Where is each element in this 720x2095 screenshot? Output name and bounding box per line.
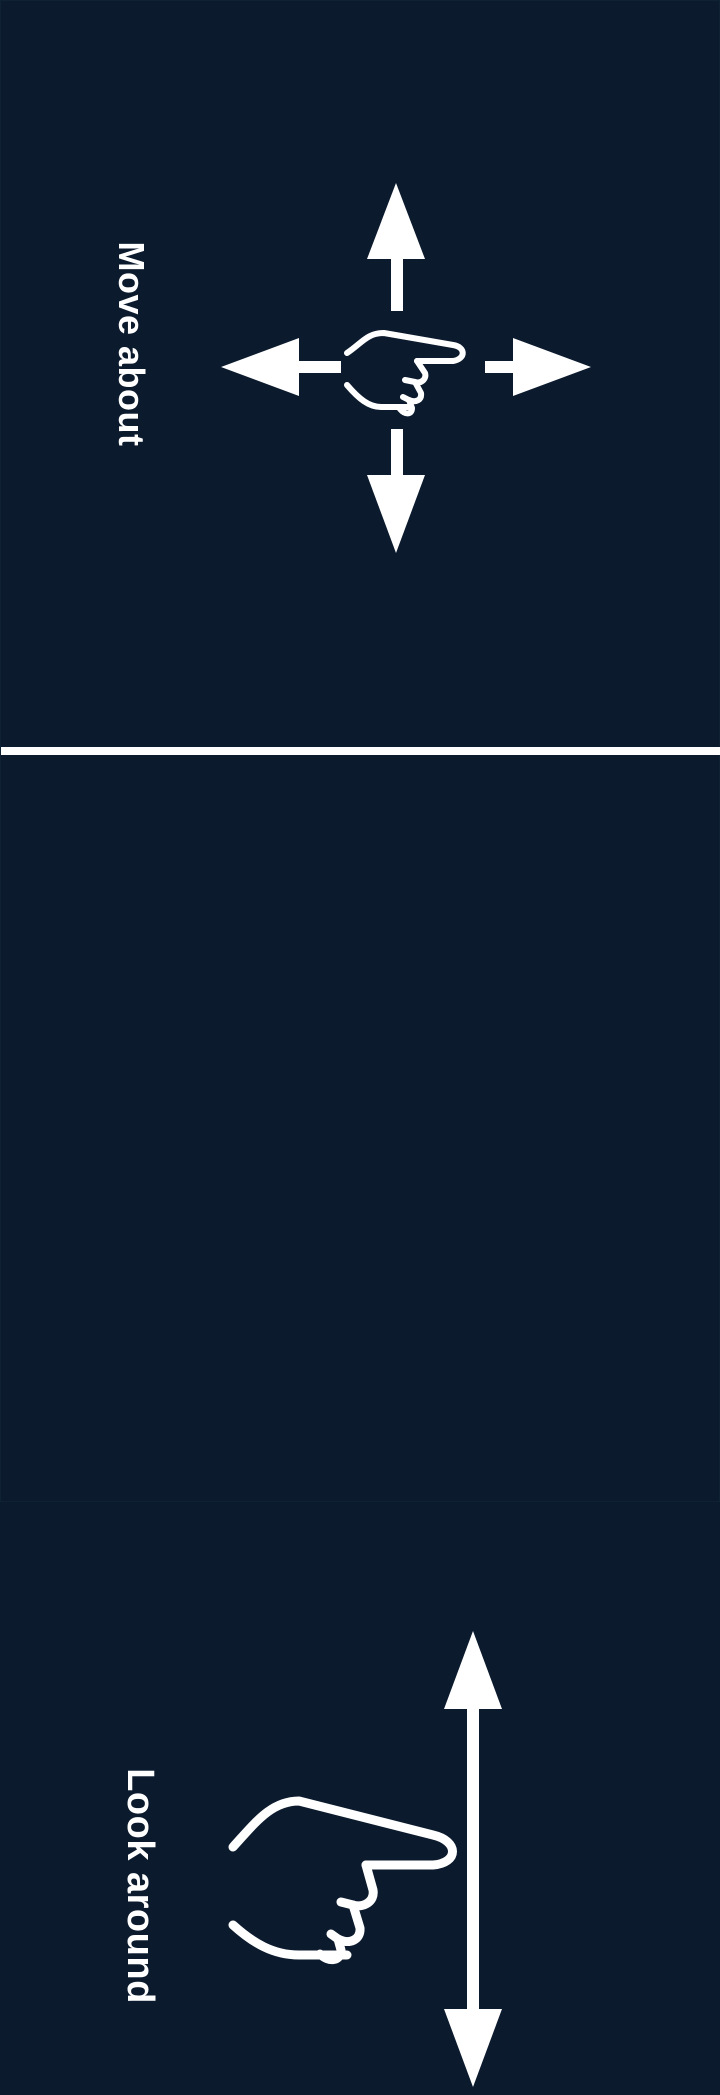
panel-divider [1,747,720,755]
pointing-hand-icon [344,330,466,417]
arrow-right-icon [485,338,591,396]
move-about-label: Move about [111,241,152,447]
arrow-up-icon [367,183,425,311]
look-control-panel[interactable]: Look around [1,755,720,2087]
vertical-arrow-shaft [467,1709,479,2009]
arrow-up-icon [444,1631,502,1709]
arrow-left-icon [221,338,341,396]
arrow-down-icon [444,2009,502,2087]
arrow-down-icon [367,429,425,553]
look-around-label: Look around [119,1768,161,2004]
move-gesture-icon [211,177,601,563]
pointing-hand-icon [228,1796,457,1965]
move-control-panel[interactable]: Move about [1,1,720,747]
look-gesture-icon [221,1625,521,2095]
